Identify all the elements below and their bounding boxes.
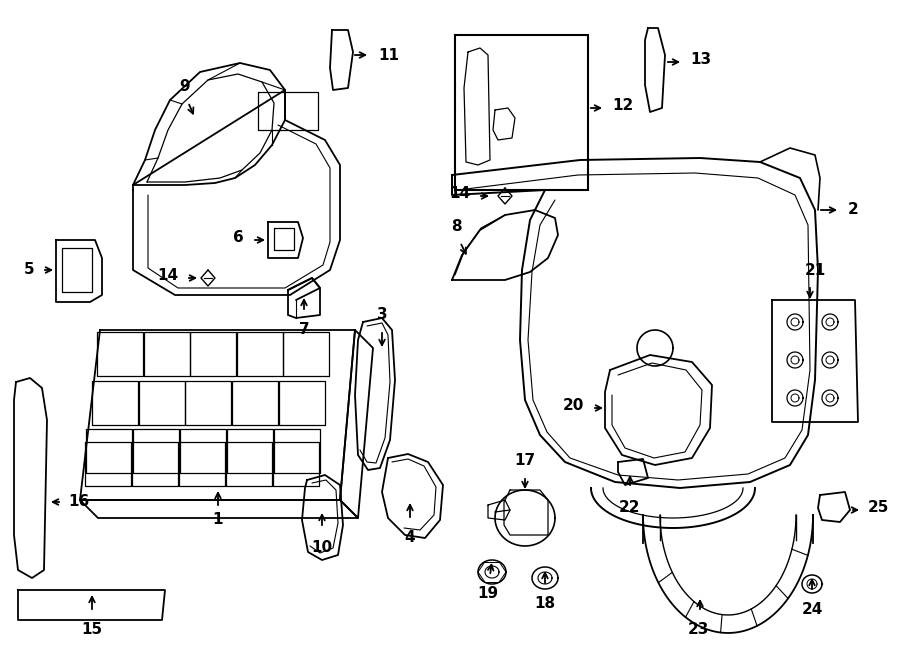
Text: 4: 4 — [405, 530, 415, 545]
Text: 2: 2 — [848, 202, 859, 217]
Text: 21: 21 — [805, 263, 825, 278]
Text: 8: 8 — [451, 219, 462, 234]
Text: 9: 9 — [180, 79, 190, 94]
Text: 23: 23 — [688, 622, 708, 637]
Bar — [455, 35, 588, 190]
Text: 20: 20 — [562, 399, 584, 414]
Text: 14: 14 — [157, 268, 178, 284]
Text: 6: 6 — [233, 231, 244, 245]
Text: 25: 25 — [868, 500, 889, 516]
Text: 12: 12 — [612, 98, 634, 114]
Text: 15: 15 — [81, 622, 103, 637]
Text: 24: 24 — [801, 602, 823, 617]
Text: 13: 13 — [690, 52, 711, 67]
Text: 17: 17 — [515, 453, 536, 468]
Text: 10: 10 — [311, 540, 333, 555]
Text: 5: 5 — [23, 262, 34, 278]
Text: 14: 14 — [449, 186, 470, 202]
Text: 19: 19 — [477, 586, 499, 601]
Text: 3: 3 — [377, 307, 387, 322]
Text: 22: 22 — [619, 500, 641, 515]
Text: 18: 18 — [535, 596, 555, 611]
Text: 7: 7 — [299, 322, 310, 337]
Text: 16: 16 — [68, 494, 89, 510]
Text: 11: 11 — [378, 48, 399, 63]
Text: 1: 1 — [212, 512, 223, 527]
